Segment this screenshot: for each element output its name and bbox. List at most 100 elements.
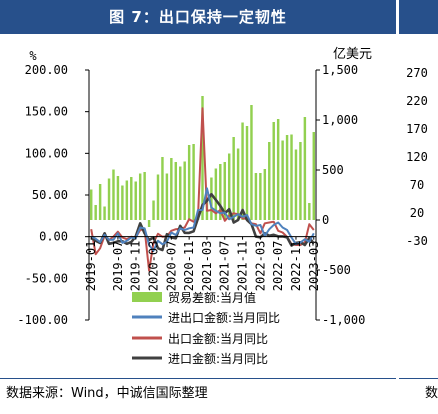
left-axis-tick-label: -50.00 xyxy=(25,271,68,285)
trade-balance-bar xyxy=(232,137,235,220)
legend-label: 出口金额:当月同比 xyxy=(168,331,268,346)
trade-balance-bar xyxy=(161,157,164,220)
x-axis-tick-label: 2019-11 xyxy=(129,241,143,292)
x-axis-tick-label: 2021-11 xyxy=(236,241,250,292)
side-tick-label: -30 xyxy=(406,234,428,248)
right-axis-tick-label: 1,500 xyxy=(322,63,358,77)
right-axis-tick-label: -1,000 xyxy=(322,313,365,327)
axes: 200.00 150.00 100.00 50.00 0.00 -50.00 -100.00… xyxy=(17,47,372,327)
trade-balance-bars xyxy=(90,96,315,227)
trade-balance-bar xyxy=(130,177,133,220)
trade-balance-bar xyxy=(116,176,120,220)
legend-label: 进出口金额:当月同比 xyxy=(168,310,280,325)
side-tick-label: 120 xyxy=(406,150,428,164)
x-axis-tick-label: 2022-07 xyxy=(271,241,285,292)
trade-balance-bar xyxy=(103,206,106,220)
trade-balance-bar xyxy=(183,161,186,220)
left-axis-tick-label: 50.00 xyxy=(32,188,68,202)
left-axis-tick-label: -100.00 xyxy=(17,313,68,327)
side-tick-label: 270 xyxy=(406,66,428,80)
left-axis-tick-label: 200.00 xyxy=(25,63,68,77)
side-tick-label: 220 xyxy=(406,94,428,108)
trade-balance-bar xyxy=(98,184,102,220)
legend-swatch-bars xyxy=(132,292,162,302)
trade-balance-bar xyxy=(165,173,169,220)
trade-balance-bar xyxy=(134,181,137,220)
x-axis-tick-label: 2020-07 xyxy=(164,241,178,292)
yoy-lines xyxy=(90,107,315,272)
trade-balance-bar xyxy=(241,122,244,220)
export-yoy-line xyxy=(90,107,315,272)
import-yoy-line xyxy=(90,192,315,252)
footer-divider xyxy=(0,378,396,379)
left-axis-tick-label: 150.00 xyxy=(25,105,68,119)
legend-label: 贸易差额:当月值 xyxy=(168,290,256,305)
trade-balance-bar xyxy=(250,105,253,220)
trade-balance-bar xyxy=(219,164,222,220)
right-axis-tick-label: 0 xyxy=(322,213,329,227)
right-axis-tick-label: 1,000 xyxy=(322,113,358,127)
side-footer-divider xyxy=(399,378,438,379)
trade-balance-bar xyxy=(281,140,284,220)
trade-balance-bar xyxy=(299,142,302,220)
trade-balance-bar xyxy=(303,117,307,220)
trade-balance-bar xyxy=(223,162,226,220)
trade-balance-bar xyxy=(210,177,213,220)
x-axis-tick-label: 2019-01 xyxy=(84,241,98,292)
x-axis-tick-label: 2021-07 xyxy=(218,241,232,292)
legend-label: 进口金额:当月同比 xyxy=(168,351,268,366)
figure-header xyxy=(0,0,396,34)
trade-balance-bar xyxy=(294,149,298,220)
right-axis-tick-label: 500 xyxy=(322,163,344,177)
trade-balance-bar xyxy=(156,174,160,220)
trade-balance-bar xyxy=(263,169,267,220)
left-axis-tick-label: 0.00 xyxy=(39,230,68,244)
trade-balance-bar xyxy=(214,168,218,220)
trade-balance-bar xyxy=(259,173,262,220)
trade-balance-bar xyxy=(152,200,155,220)
total-yoy-line xyxy=(90,187,315,252)
source-note: 数据来源：Wind，中诚信国际整理 xyxy=(6,386,208,401)
right-axis-tick-label: -500 xyxy=(322,263,351,277)
trade-balance-bar xyxy=(268,142,271,220)
side-panel-header xyxy=(399,0,438,34)
x-axis-tick-label: 2020-11 xyxy=(182,241,196,292)
trade-balance-bar xyxy=(143,172,146,220)
trade-balance-bar xyxy=(192,144,195,220)
figure-title: 图 7：出口保持一定韧性 xyxy=(109,8,287,26)
trade-balance-bar xyxy=(290,134,293,220)
side-tick-label: 20 xyxy=(409,206,425,220)
trade-balance-bar xyxy=(201,96,204,220)
side-tick-label: 170 xyxy=(406,122,428,136)
panel-gutter xyxy=(396,0,399,414)
trade-balance-bar xyxy=(170,158,173,220)
trade-balance-bar xyxy=(179,166,182,220)
x-axis-tick-label: 2020-03 xyxy=(147,241,161,292)
trade-balance-bar xyxy=(121,185,124,220)
right-axis-unit: 亿美元 xyxy=(333,47,372,62)
trade-chart: 200.00 150.00 100.00 50.00 0.00 -50.00 -100.00… xyxy=(17,47,372,366)
trade-balance-bar xyxy=(276,119,280,220)
x-axis-tick-label: 2022-03 xyxy=(253,241,267,292)
trade-balance-bar xyxy=(187,145,191,220)
side-source-fragment: 数 xyxy=(425,386,438,401)
trade-balance-bar xyxy=(125,180,129,220)
trade-balance-bar xyxy=(236,148,240,220)
x-axis-tick-label: 2021-03 xyxy=(200,241,214,292)
trade-balance-bar xyxy=(312,132,315,220)
left-axis-tick-label: 100.00 xyxy=(25,146,68,160)
trade-balance-bar xyxy=(227,153,231,220)
trade-balance-bar xyxy=(254,173,258,220)
trade-balance-bar xyxy=(174,162,178,220)
trade-balance-bar xyxy=(245,126,249,220)
x-axis-tick-label: 2022-11 xyxy=(289,241,303,292)
trade-balance-bar xyxy=(90,189,93,220)
trade-balance-bar xyxy=(272,122,275,220)
trade-balance-bar xyxy=(308,203,311,220)
trade-balance-bar xyxy=(147,220,151,227)
trade-balance-bar xyxy=(138,173,142,220)
trade-balance-bar xyxy=(107,178,111,220)
trade-balance-bar xyxy=(94,205,97,220)
side-tick-label: 70 xyxy=(409,178,425,192)
